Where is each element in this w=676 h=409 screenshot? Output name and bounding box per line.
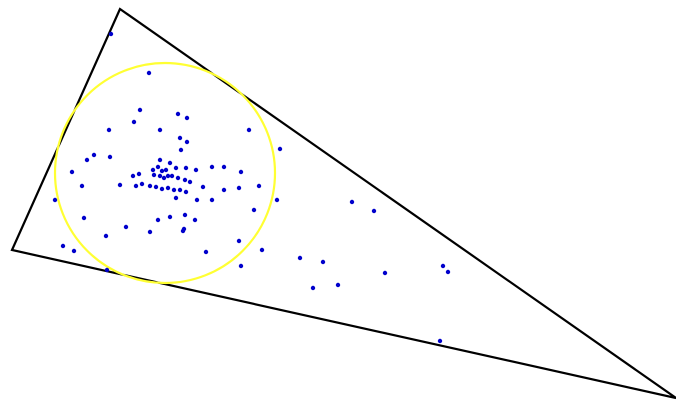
point-18 (155, 164, 161, 170)
point-21 (163, 167, 169, 173)
point-75 (203, 249, 209, 255)
point-35 (175, 175, 181, 181)
point-64 (167, 214, 173, 220)
point-32 (161, 175, 167, 181)
point-43 (165, 185, 171, 191)
point-5 (184, 115, 190, 121)
point-33 (165, 173, 171, 179)
point-49 (79, 183, 85, 189)
point-20 (159, 168, 165, 174)
point-74 (71, 248, 77, 254)
point-34 (169, 173, 175, 179)
point-44 (171, 187, 177, 193)
point-77 (297, 255, 303, 261)
point-16 (157, 157, 163, 163)
point-30 (151, 172, 157, 178)
point-3 (131, 119, 137, 125)
scatter-points (52, 31, 451, 344)
point-84 (310, 285, 316, 291)
point-51 (200, 184, 206, 190)
point-24 (193, 167, 199, 173)
point-78 (320, 259, 326, 265)
point-17 (167, 160, 173, 166)
point-23 (183, 165, 189, 171)
triangle-outline (10, 7, 676, 400)
point-73 (60, 243, 66, 249)
point-6 (106, 127, 112, 133)
point-2 (137, 107, 143, 113)
point-85 (104, 267, 110, 273)
point-40 (147, 183, 153, 189)
point-39 (133, 183, 139, 189)
point-15 (178, 147, 184, 153)
point-12 (107, 154, 113, 160)
point-59 (349, 199, 355, 205)
point-11 (91, 152, 97, 158)
point-46 (183, 189, 189, 195)
point-60 (371, 208, 377, 214)
point-22 (173, 165, 179, 171)
point-81 (445, 269, 451, 275)
point-4 (175, 111, 181, 117)
point-26 (221, 164, 227, 170)
point-86 (437, 338, 443, 344)
point-0 (108, 31, 114, 37)
point-36 (182, 177, 188, 183)
point-70 (181, 226, 187, 232)
point-68 (147, 229, 153, 235)
point-31 (157, 173, 163, 179)
point-19 (150, 167, 156, 173)
point-62 (81, 215, 87, 221)
point-38 (117, 182, 123, 188)
point-45 (177, 187, 183, 193)
point-63 (155, 217, 161, 223)
point-13 (84, 157, 90, 163)
point-80 (440, 263, 446, 269)
point-27 (238, 169, 244, 175)
point-55 (173, 195, 179, 201)
point-61 (251, 207, 257, 213)
point-14 (277, 146, 283, 152)
point-47 (139, 181, 145, 187)
point-48 (69, 169, 75, 175)
point-67 (123, 224, 129, 230)
point-50 (256, 183, 262, 189)
point-8 (246, 127, 252, 133)
point-57 (209, 197, 215, 203)
point-76 (259, 247, 265, 253)
point-66 (192, 217, 198, 223)
point-42 (159, 186, 165, 192)
point-54 (52, 197, 58, 203)
point-28 (136, 171, 142, 177)
point-7 (157, 127, 163, 133)
point-82 (382, 270, 388, 276)
yellow-circle (53, 61, 277, 285)
point-65 (182, 212, 188, 218)
point-1 (146, 70, 152, 76)
point-56 (194, 197, 200, 203)
point-58 (274, 197, 280, 203)
point-29 (130, 173, 136, 179)
point-10 (184, 139, 190, 145)
point-9 (177, 135, 183, 141)
point-25 (209, 164, 215, 170)
point-53 (236, 185, 242, 191)
point-72 (236, 238, 242, 244)
point-83 (335, 282, 341, 288)
point-41 (153, 184, 159, 190)
point-79 (238, 263, 244, 269)
point-37 (187, 179, 193, 185)
point-52 (221, 187, 227, 193)
point-71 (103, 233, 109, 239)
